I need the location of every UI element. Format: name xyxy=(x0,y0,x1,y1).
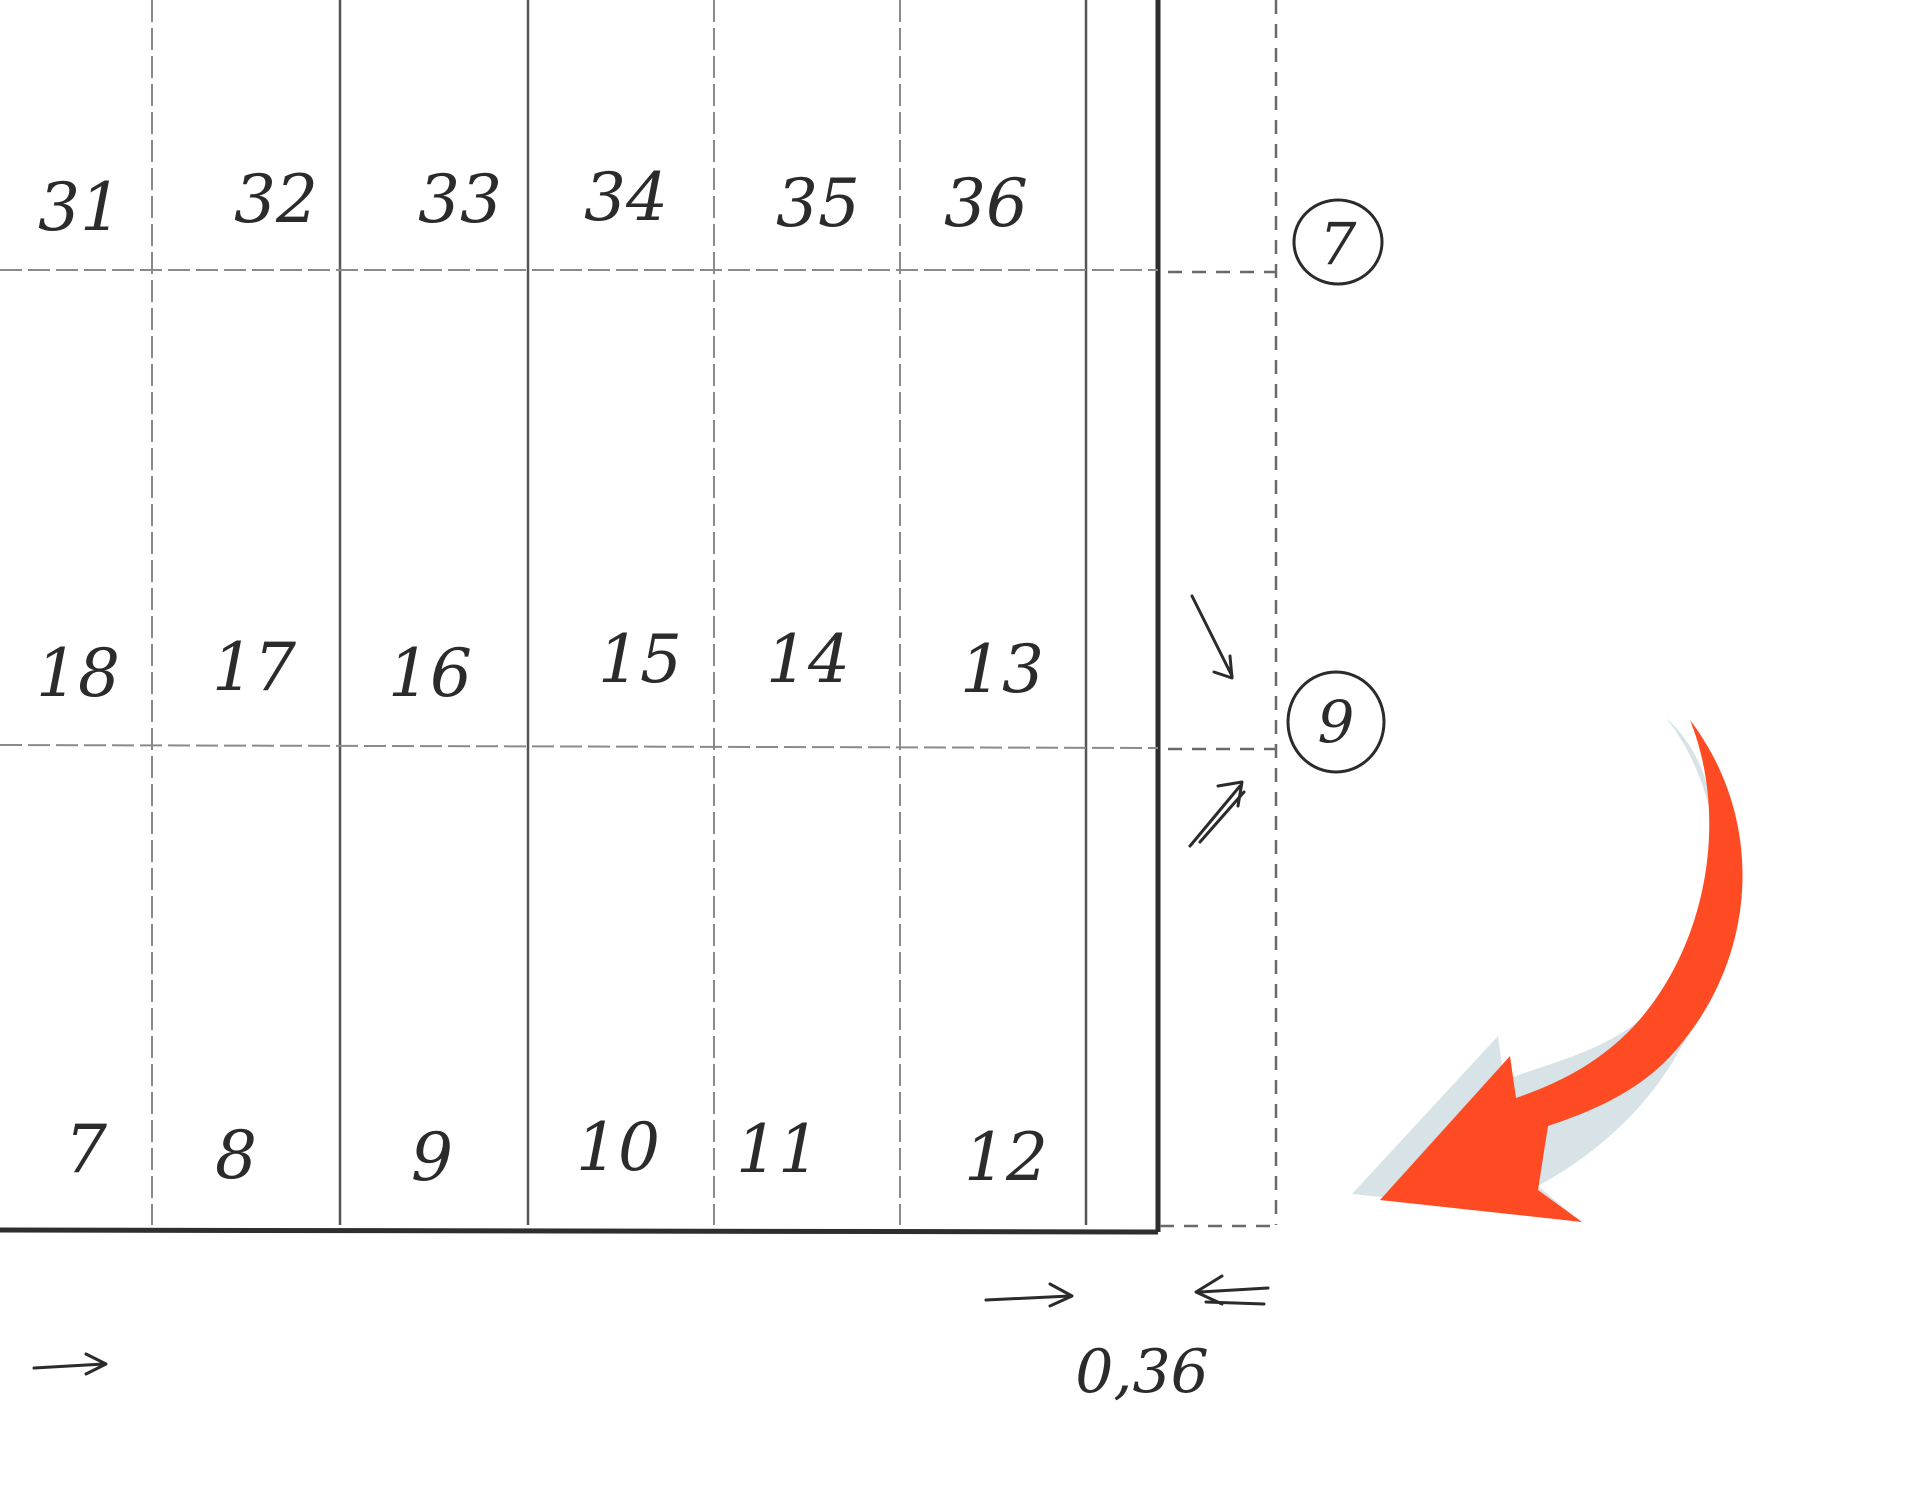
dimension-arrows xyxy=(984,1274,1270,1308)
pen-arrow-down xyxy=(1190,594,1234,680)
cell-number: 8 xyxy=(215,1117,257,1194)
grid-bottom-border xyxy=(0,1227,1159,1235)
cell-number: 32 xyxy=(234,161,318,238)
top-row: 31 32 33 34 35 36 xyxy=(38,159,1028,246)
arrow-body xyxy=(1380,720,1743,1222)
red-curved-arrow xyxy=(1352,718,1743,1222)
arrow-left-head xyxy=(1194,1274,1224,1306)
arrow-shaft-double xyxy=(1198,790,1246,844)
pen-arrow-up xyxy=(1188,780,1246,848)
marker-number: 9 xyxy=(1318,688,1355,756)
marker-circle xyxy=(1292,198,1384,286)
grid-lines xyxy=(0,0,1278,1235)
dimension-label: 0,36 xyxy=(1075,1337,1209,1407)
cell-number: 7 xyxy=(65,1111,107,1188)
arrow-right-head xyxy=(1048,1282,1074,1308)
cell-number: 35 xyxy=(776,165,860,242)
middle-row: 18 17 16 15 14 13 xyxy=(36,621,1044,712)
cell-number: 10 xyxy=(576,1109,660,1186)
marker-number: 7 xyxy=(1320,210,1357,278)
cell-number: 31 xyxy=(38,169,122,246)
cell-number: 11 xyxy=(736,1111,820,1188)
row-divider xyxy=(0,744,1159,749)
cell-number: 36 xyxy=(944,165,1028,242)
arrow-left-shaft xyxy=(1198,1286,1270,1294)
cell-number: 13 xyxy=(960,631,1044,708)
arrow-shadow xyxy=(1352,718,1719,1218)
cell-number: 16 xyxy=(388,635,472,712)
arrow-head xyxy=(1212,654,1234,680)
marker-circle xyxy=(1286,670,1386,774)
arrow-shaft xyxy=(1188,784,1242,848)
row-marker-7: 7 xyxy=(1292,198,1384,286)
bottom-left-arrow xyxy=(32,1352,108,1376)
cell-number: 18 xyxy=(36,635,120,712)
cell-number: 34 xyxy=(584,159,668,236)
arrow-right-shaft xyxy=(984,1294,1072,1302)
arrow-shaft xyxy=(32,1362,106,1370)
row-marker-9: 9 xyxy=(1286,670,1386,774)
arrow-left-shaft-2 xyxy=(1204,1300,1266,1306)
cell-number: 14 xyxy=(766,621,850,698)
arrow-shaft xyxy=(1190,594,1234,678)
arrow-head xyxy=(84,1352,108,1376)
cell-number: 12 xyxy=(964,1119,1048,1196)
cell-number: 15 xyxy=(598,621,682,698)
cell-number: 17 xyxy=(212,629,296,706)
bottom-row: 7 8 9 10 11 12 xyxy=(65,1109,1048,1196)
cell-number: 33 xyxy=(418,161,502,238)
cell-number: 9 xyxy=(411,1119,453,1196)
